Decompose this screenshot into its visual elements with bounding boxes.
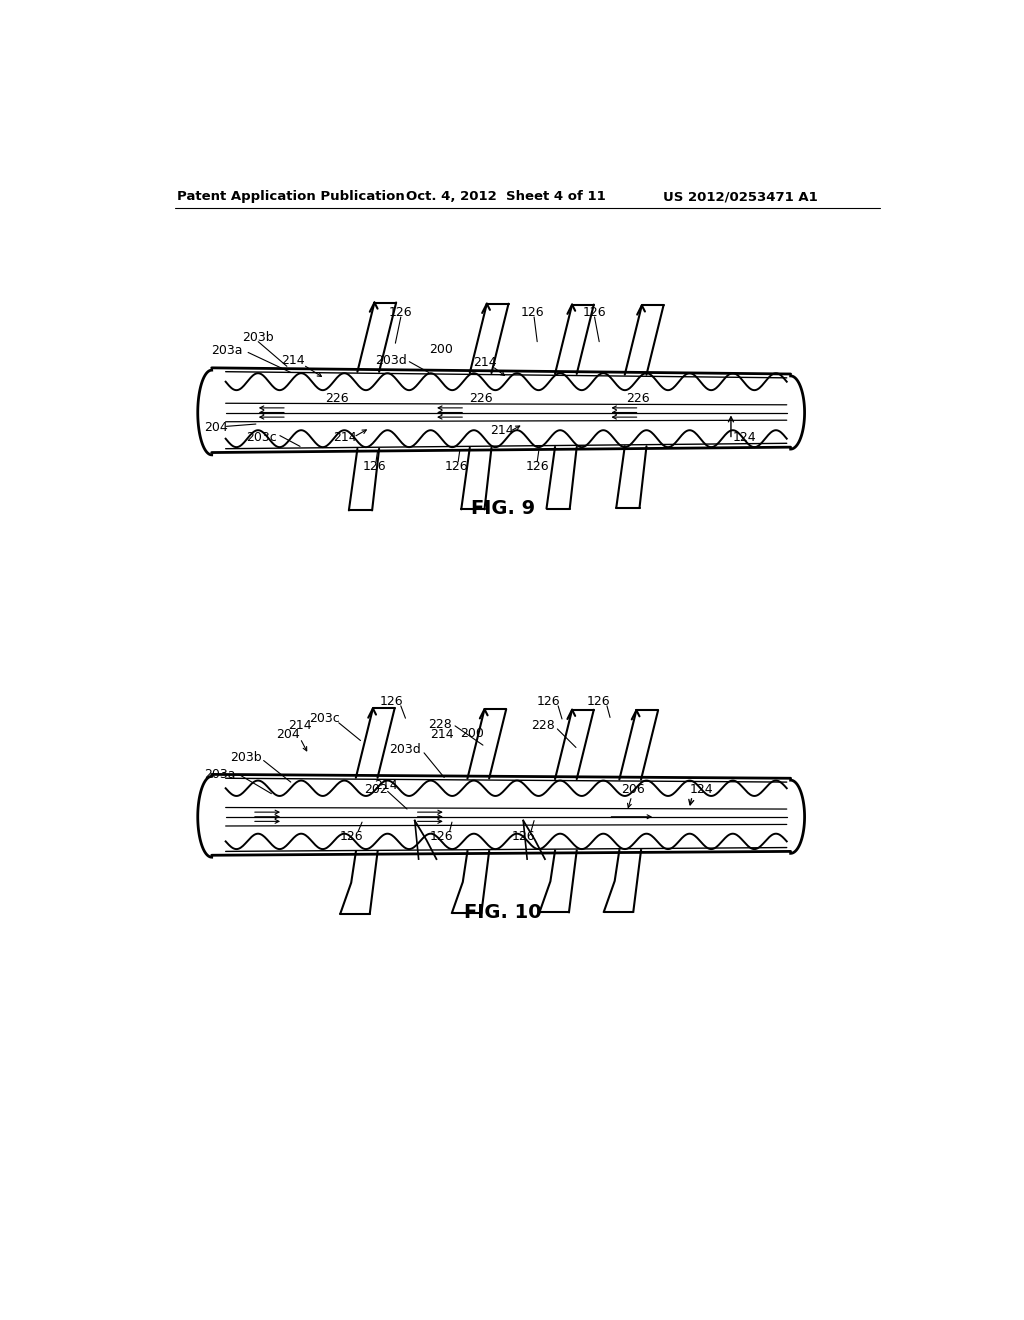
Text: 214: 214 [333,430,356,444]
Text: FIG. 10: FIG. 10 [464,903,542,923]
Text: 126: 126 [587,694,610,708]
Text: 226: 226 [626,392,650,405]
Text: 203c: 203c [308,713,339,726]
Text: 126: 126 [521,306,545,319]
Text: 206: 206 [622,783,645,796]
Text: Patent Application Publication: Patent Application Publication [177,190,404,203]
Text: 214: 214 [288,719,312,733]
Text: 200: 200 [429,343,453,356]
Text: 203b: 203b [243,330,274,343]
Text: 204: 204 [276,727,300,741]
Text: 124: 124 [690,783,714,796]
Text: 200: 200 [460,727,484,741]
Text: 214: 214 [374,779,397,792]
Text: 203a: 203a [204,768,236,781]
Text: US 2012/0253471 A1: US 2012/0253471 A1 [663,190,817,203]
Text: 203b: 203b [230,751,261,764]
Text: 226: 226 [326,392,349,405]
Text: 126: 126 [525,459,549,473]
Text: 228: 228 [530,719,555,733]
Text: 214: 214 [473,356,497,370]
Text: 228: 228 [428,718,452,731]
Text: 124: 124 [732,430,756,444]
Text: 226: 226 [469,392,493,405]
Text: 126: 126 [362,459,386,473]
Text: 126: 126 [389,306,413,319]
Text: 202: 202 [365,783,388,796]
Text: 214: 214 [430,727,454,741]
Text: 126: 126 [444,459,468,473]
Text: 126: 126 [511,829,536,842]
Text: 126: 126 [430,829,454,842]
Text: FIG. 9: FIG. 9 [471,499,536,519]
Text: 203d: 203d [376,354,408,367]
Text: 214: 214 [282,354,305,367]
Text: 204: 204 [204,421,227,434]
Text: 126: 126 [537,694,560,708]
Text: 126: 126 [339,829,364,842]
Text: 203c: 203c [246,430,276,444]
Text: Oct. 4, 2012  Sheet 4 of 11: Oct. 4, 2012 Sheet 4 of 11 [406,190,605,203]
Text: 203d: 203d [389,743,421,756]
Text: 203a: 203a [211,345,243,358]
Text: 214: 214 [489,424,513,437]
Text: 126: 126 [583,306,606,319]
Text: 126: 126 [380,694,403,708]
